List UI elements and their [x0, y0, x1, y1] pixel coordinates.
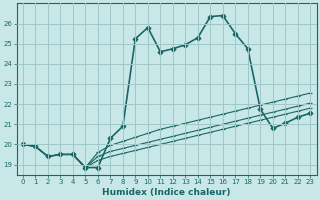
- X-axis label: Humidex (Indice chaleur): Humidex (Indice chaleur): [102, 188, 231, 197]
